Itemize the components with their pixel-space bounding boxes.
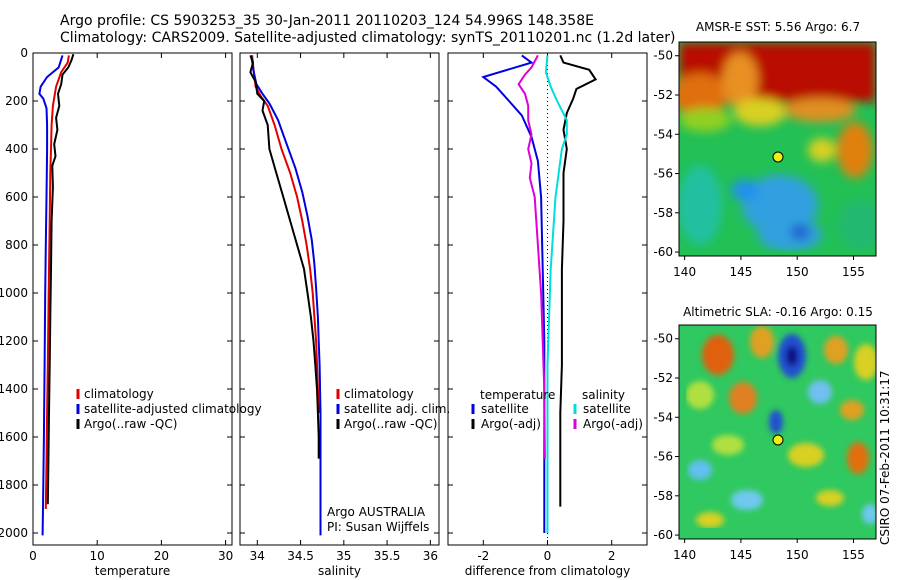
sla-map-title: Altimetric SLA: -0.16 Argo: 0.15 xyxy=(683,305,873,319)
series-line-climatology xyxy=(44,55,70,510)
legend-label: satellite-adjusted climatology xyxy=(84,402,262,416)
map-y-tick-label: -54 xyxy=(653,127,673,141)
x-tick-label: 0 xyxy=(544,549,552,563)
x-tick-label: 35.5 xyxy=(374,549,401,563)
legend-label: Argo(-adj) xyxy=(583,417,643,431)
x-tick-label: 30 xyxy=(218,549,233,563)
map-x-tick-label: 150 xyxy=(786,548,809,562)
legend-title: temperature xyxy=(480,388,555,402)
map-y-tick-label: -52 xyxy=(653,88,673,102)
plot-frame xyxy=(32,52,233,546)
sst-map-title: AMSR-E SST: 5.56 Argo: 6.7 xyxy=(696,20,860,34)
map-x-tick-label: 140 xyxy=(673,548,696,562)
sst-heatmap xyxy=(679,42,876,256)
x-tick-label: 35 xyxy=(336,549,351,563)
legend-label: satellite xyxy=(481,402,529,416)
y-tick-label: 1200 xyxy=(0,334,28,348)
y-tick-label: 1000 xyxy=(0,286,28,300)
profile-panel-2: 34 34.5 35 35.5 36 salinity climatologysatelli… xyxy=(239,52,450,578)
sla-argo-marker xyxy=(772,434,784,446)
x-axis-label: difference from climatology xyxy=(465,564,631,578)
sst-argo-marker xyxy=(772,151,784,163)
series-line-satellite xyxy=(544,55,568,533)
legend-label: Argo(..raw -QC) xyxy=(344,417,437,431)
map-y-tick-label: -60 xyxy=(653,528,673,542)
map-y-tick-label: -58 xyxy=(653,206,673,220)
series-line-argo--adj- xyxy=(559,54,598,507)
y-tick-label: 800 xyxy=(5,238,28,252)
legend-label: satellite adj. clim. xyxy=(344,402,450,416)
x-tick-label: -2 xyxy=(477,549,489,563)
legend-label: climatology xyxy=(344,387,414,401)
map-y-tick-label: -50 xyxy=(653,49,673,63)
y-tick-label: 0 xyxy=(20,46,28,60)
x-tick-label: 2 xyxy=(608,549,616,563)
map-y-tick-label: -56 xyxy=(653,167,673,181)
map-y-tick-label: -60 xyxy=(653,245,673,259)
sst-map-panel: AMSR-E SST: 5.56 Argo: 6.7 14 xyxy=(653,20,877,279)
map-y-tick-label: -58 xyxy=(653,489,673,503)
series-line-satellite xyxy=(481,54,546,533)
map-x-tick-label: 140 xyxy=(673,265,696,279)
y-tick-label: 400 xyxy=(5,142,28,156)
x-tick-label: 20 xyxy=(154,549,169,563)
x-tick-label: 36 xyxy=(423,549,438,563)
map-y-tick-label: -52 xyxy=(653,371,673,385)
map-x-tick-label: 145 xyxy=(729,265,752,279)
figure-title-line2: Climatology: CARS2009. Satellite-adjuste… xyxy=(60,30,675,46)
y-tick-label: 1400 xyxy=(0,382,28,396)
profile-panel-1: 0 10 20 30 0 200 400 600 800 1000 1200 1400 1600 1800… xyxy=(0,46,262,578)
map-x-tick-label: 155 xyxy=(842,548,865,562)
map-y-tick-label: -54 xyxy=(653,410,673,424)
legend-label: Argo(-adj) xyxy=(481,417,541,431)
map-y-tick-label: -50 xyxy=(653,332,673,346)
y-tick-label: 2000 xyxy=(0,526,28,540)
x-tick-label: 34.5 xyxy=(287,549,314,563)
series-line-satellite-adj--clim- xyxy=(250,55,322,536)
legend-title: salinity xyxy=(582,388,625,402)
figure-title-line1: Argo profile: CS 5903253_35 30-Jan-2011 … xyxy=(60,13,594,29)
x-tick-label: 10 xyxy=(90,549,105,563)
y-tick-label: 1800 xyxy=(0,478,28,492)
map-x-tick-label: 145 xyxy=(729,548,752,562)
sla-map-panel: Altimetric SLA: -0.16 Argo: 0.15 xyxy=(653,305,877,562)
x-tick-label: 0 xyxy=(29,549,37,563)
y-tick-label: 1600 xyxy=(0,430,28,444)
series-line-argo---raw--qc- xyxy=(249,55,320,459)
legend-label: satellite xyxy=(583,402,631,416)
series-line-satellite-adjusted-climatology xyxy=(38,55,64,536)
series-line-argo--adj- xyxy=(517,54,546,459)
x-axis-label: temperature xyxy=(95,564,170,578)
series-line-climatology xyxy=(251,55,320,414)
map-x-tick-label: 150 xyxy=(786,265,809,279)
annotation-line: PI: Susan Wijffels xyxy=(327,520,429,534)
plot-frame xyxy=(239,52,440,546)
x-axis-label: salinity xyxy=(318,564,361,578)
map-y-tick-label: -56 xyxy=(653,450,673,464)
timestamp-label: CSIRO 07-Feb-2011 10:31:17 xyxy=(878,370,892,545)
profile-panels: 0 10 20 30020040060080010001200140016001800… xyxy=(0,46,648,578)
annotation-line: Argo AUSTRALIA xyxy=(327,505,426,519)
y-tick-label: 200 xyxy=(5,94,28,108)
map-x-tick-label: 155 xyxy=(842,265,865,279)
x-tick-label: 34 xyxy=(250,549,265,563)
y-tick-label: 600 xyxy=(5,190,28,204)
legend-label: climatology xyxy=(84,387,154,401)
series-line-argo---raw--qc- xyxy=(46,53,75,505)
sla-heatmap xyxy=(679,325,876,539)
legend-label: Argo(..raw -QC) xyxy=(84,417,177,431)
